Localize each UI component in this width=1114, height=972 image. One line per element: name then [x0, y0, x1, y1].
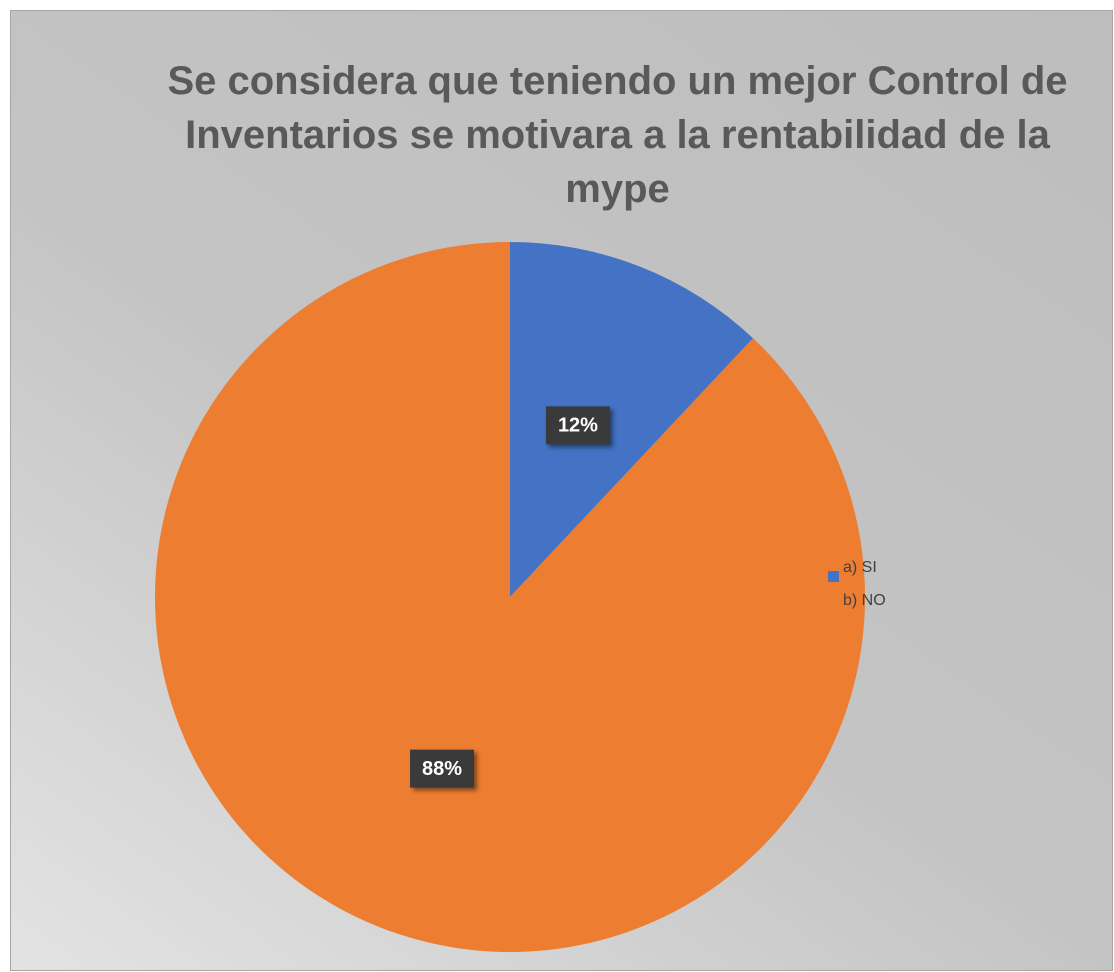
- pie-slice: [510, 242, 754, 597]
- data-label: 12%: [545, 406, 610, 445]
- data-label-box: [545, 406, 610, 445]
- data-label: 88%: [410, 749, 475, 788]
- chart-title: Se considera que teniendo un mejor Contr…: [167, 59, 1068, 211]
- legend-label: b) NO: [843, 592, 886, 609]
- legend-label: a) SI: [843, 559, 877, 576]
- data-label-box: [410, 749, 475, 788]
- data-label-text: 88%: [422, 758, 462, 780]
- data-label-text: 12%: [558, 415, 598, 437]
- legend-swatch: [828, 604, 839, 615]
- legend-swatch: [828, 571, 839, 582]
- pie-slice: [154, 242, 866, 952]
